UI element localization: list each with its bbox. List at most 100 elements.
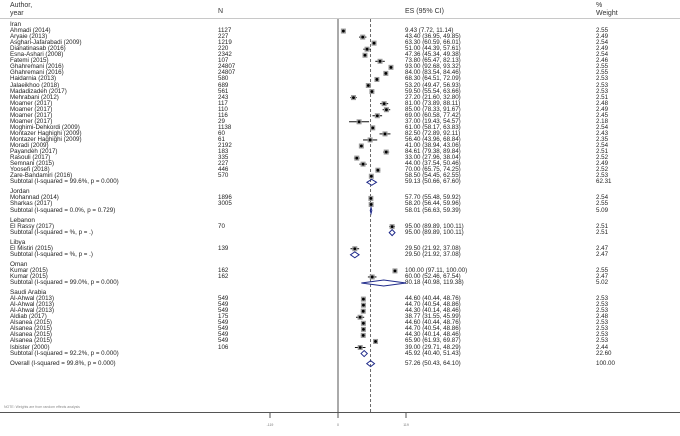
es-value: 84.00 (83.54, 84.46) <box>405 69 461 77</box>
es-value: 47.36 (45.34, 49.38) <box>405 51 461 59</box>
es-value: 81.00 (73.89, 88.11) <box>405 99 461 107</box>
study-label: Ahmadi (2014) <box>10 27 51 35</box>
es-value: 58.20 (56.44, 59.96) <box>405 200 461 208</box>
table-row: Dianatinasab (2016) 220 51.00 (44.39, 57.6… <box>0 46 680 52</box>
study-header-line-2: year <box>10 10 24 17</box>
weight-value: 2.54 <box>596 39 609 47</box>
n-value: 106 <box>218 343 229 351</box>
es-value: 63.30 (60.59, 66.01) <box>405 39 461 47</box>
weight-value: 2.54 <box>596 123 609 131</box>
weight-value: 2.54 <box>596 51 609 59</box>
footnote: NOTE: Weights are from random effects an… <box>4 405 80 409</box>
table-row: Mohannad (2014) 1896 57.70 (55.48, 59.92) 2… <box>0 195 680 201</box>
es-value: 59.50 (55.54, 63.66) <box>405 87 461 95</box>
es-value: 29.50 (21.92, 37.08) <box>405 250 461 258</box>
n-value: 227 <box>218 33 229 41</box>
es-value: 95.00 (89.89, 100.11) <box>405 222 464 230</box>
study-label: Isbister (2000) <box>10 343 50 351</box>
es-value: 37.00 (19.43, 54.57) <box>405 117 461 125</box>
weight-value: 5.09 <box>596 206 609 214</box>
n-value: 1219 <box>218 39 232 47</box>
table-row: El Rassy (2017) 70 95.00 (89.89, 100.11) 2.… <box>0 222 680 230</box>
subtotal-row: Subtotal (I-squared = 0.0%, p = 0.729) 58… <box>0 206 680 214</box>
group-header: Lebanon <box>0 217 680 224</box>
es-value: 41.00 (38.94, 43.06) <box>405 142 461 149</box>
es-value: 69.00 (60.58, 77.42) <box>405 111 461 119</box>
table-row: Al-Ahwal (2013) 549 44.30 (40.14, 48.46) 2.… <box>0 308 680 314</box>
table-row: Al-Ahwal (2013) 549 44.60 (40.44, 48.76) 2.… <box>0 295 680 302</box>
group-label: Iran <box>10 21 22 28</box>
n-value: 561 <box>218 87 229 95</box>
weight-value: 2.53 <box>596 172 609 180</box>
es-value: 44.70 (40.54, 48.86) <box>405 301 461 309</box>
study-label: Alsanea (2015) <box>10 325 52 333</box>
es-value: 93.00 (92.68, 93.32) <box>405 63 461 71</box>
es-value: 57.70 (55.48, 59.92) <box>405 194 461 202</box>
n-value: 549 <box>218 331 229 339</box>
n-column-header: N <box>218 8 224 15</box>
es-value: 56.40 (43.96, 68.84) <box>405 135 461 143</box>
table-row: Haidarnia (2013) 580 68.30 (64.51, 72.09) 2… <box>0 76 680 82</box>
weight-value: 2.53 <box>596 337 609 345</box>
weight-value: 2.53 <box>596 301 609 309</box>
n-value: 139 <box>218 244 229 252</box>
study-label: Semnani (2015) <box>10 160 55 168</box>
table-row: Alsanea (2015) 549 44.70 (40.54, 48.86) 2.5… <box>0 326 680 332</box>
weight-value: 2.46 <box>596 57 609 65</box>
study-label: Mehrabani (2012) <box>10 93 59 101</box>
n-value: 580 <box>218 75 229 83</box>
study-label: Overall (I-squared = 99.8%, p = 0.000) <box>10 359 116 367</box>
subtotal-row: Subtotal (I-squared = %, p = .) 95.00 (89… <box>0 228 680 236</box>
es-value: 45.92 (40.40, 51.43) <box>405 349 461 357</box>
weight-value: 5.02 <box>596 279 609 286</box>
n-value: 335 <box>218 154 229 162</box>
weight-value: 2.47 <box>596 244 609 252</box>
weight-value: 2.45 <box>596 111 609 119</box>
weight-value: 2.35 <box>596 135 609 143</box>
study-label: Al-Ahwal (2013) <box>10 307 55 315</box>
es-value: 59.13 (50.66, 67.60) <box>405 178 461 186</box>
table-row: Montazer Haghighi (2009) 61 56.40 (43.96, … <box>0 135 680 143</box>
weight-value: 2.53 <box>596 319 609 327</box>
table-row: Fatemi (2015) 107 73.80 (65.47, 82.13) 2.46 <box>0 58 680 64</box>
n-value: 220 <box>218 45 229 53</box>
subtotal-row: Subtotal (I-squared = 99.6%, p = 0.000) 5… <box>0 179 680 185</box>
study-label: Zare-Bandamiri (2016) <box>10 172 73 180</box>
n-value: 61 <box>218 135 225 143</box>
study-label: Moamer (2017) <box>10 117 53 125</box>
es-value: 80.18 (40.98, 119.38) <box>405 279 464 286</box>
table-row: Asghari-Jafarabadi (2009) 1219 63.30 (60.5… <box>0 40 680 46</box>
weight-value: 2.48 <box>596 99 609 107</box>
group-header: Libya <box>0 239 680 246</box>
group-header: Saudi Arabia <box>0 289 680 297</box>
n-value: 175 <box>218 313 229 321</box>
subtotal-row: Subtotal (I-squared = %, p = .) 29.50 (21… <box>0 250 680 258</box>
es-value: 57.26 (50.43, 64.10) <box>405 359 461 367</box>
n-value: 107 <box>218 57 229 65</box>
group-label: Saudi Arabia <box>10 289 47 297</box>
study-label: Montazer Haghighi (2009) <box>10 129 82 137</box>
study-label: Madadizadeh (2017) <box>10 87 67 95</box>
weight-value: 2.49 <box>596 160 609 168</box>
header-divider <box>0 18 680 19</box>
table-row: Al-Ahwal (2013) 549 44.70 (40.54, 48.86) 2.… <box>0 302 680 308</box>
weight-value: 2.49 <box>596 105 609 113</box>
study-label: El Mistiri (2015) <box>10 244 53 252</box>
es-value: 61.00 (58.17, 63.83) <box>405 123 461 131</box>
x-axis-line <box>0 412 680 413</box>
es-value: 95.00 (89.89, 100.11) <box>405 228 464 236</box>
n-value: 24807 <box>218 69 236 77</box>
n-value: 24807 <box>218 63 236 71</box>
table-row: Rasouli (2017) 335 33.00 (27.96, 38.04) 2.5… <box>0 154 680 162</box>
weight-value: 2.53 <box>596 75 609 83</box>
es-value: 70.00 (65.75, 74.25) <box>405 166 461 174</box>
study-label: Aryaie (2013) <box>10 33 48 41</box>
n-value: 243 <box>218 93 229 101</box>
study-label: Haidarnia (2013) <box>10 75 57 83</box>
es-value: 44.60 (40.44, 48.76) <box>405 319 461 327</box>
weight-value: 2.47 <box>596 250 609 258</box>
es-value: 39.00 (29.71, 48.29) <box>405 343 461 351</box>
study-label: Rasouli (2017) <box>10 154 51 162</box>
n-value: 549 <box>218 307 229 315</box>
es-value: 85.00 (78.33, 91.67) <box>405 105 461 113</box>
